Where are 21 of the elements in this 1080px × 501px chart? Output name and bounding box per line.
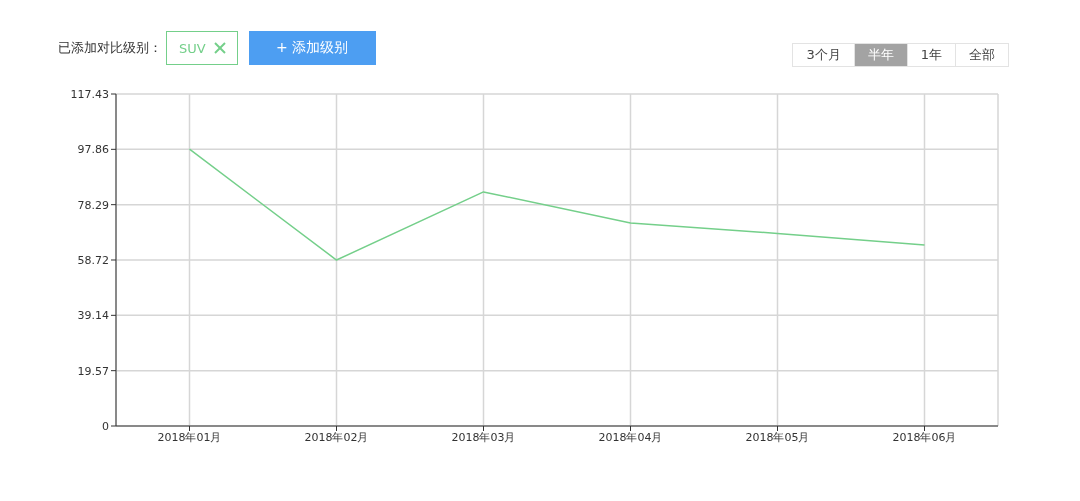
legend-title: 已添加对比级别：	[58, 39, 162, 57]
y-tick-label: 19.57	[77, 364, 109, 378]
y-tick-label: 39.14	[77, 309, 109, 323]
x-tick-label: 2018年03月	[451, 430, 516, 444]
y-tick-label: 58.72	[77, 253, 109, 267]
x-tick-label: 2018年05月	[745, 430, 810, 444]
x-tick-label: 2018年04月	[598, 430, 663, 444]
y-tick-label: 97.86	[77, 143, 109, 157]
text: 全部	[955, 44, 1008, 66]
y-tick-label: 78.29	[77, 198, 109, 212]
y-tick-label: 117.43	[70, 87, 109, 101]
x-tick-label: 2018年02月	[304, 430, 369, 444]
x-tick-label: 2018年01月	[157, 430, 222, 444]
legend-label: SUV	[179, 40, 206, 56]
text: 1年	[906, 44, 955, 66]
x-tick-label: 2018年06月	[892, 430, 957, 444]
text: + 添加级别	[248, 31, 376, 65]
y-tick-label: 0	[102, 419, 109, 433]
text: 半年	[853, 44, 907, 66]
text: 3个月	[793, 44, 854, 66]
line-series	[188, 148, 926, 261]
